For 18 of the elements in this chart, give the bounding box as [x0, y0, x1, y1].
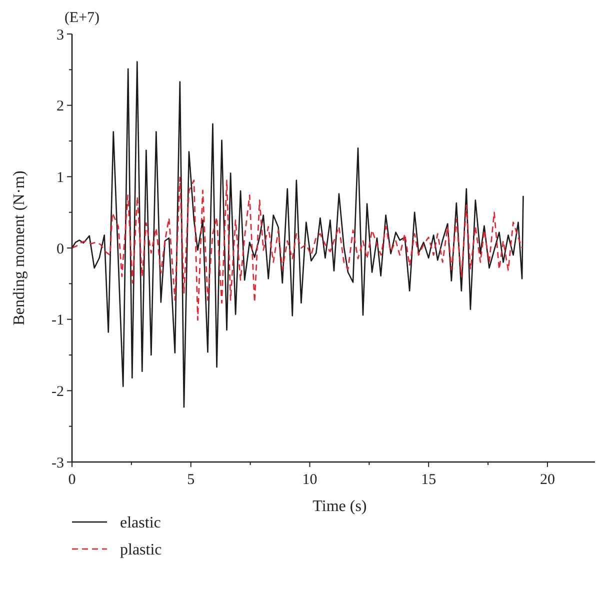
x-tick-label: 0 — [68, 472, 76, 488]
y-tick-label: 1 — [56, 170, 64, 186]
x-tick-label: 5 — [187, 472, 195, 488]
y-tick-label: 3 — [56, 27, 64, 44]
text: (E+7) — [64, 10, 100, 26]
x-tick-label: 20 — [540, 472, 555, 488]
legend-label: plastic — [120, 542, 162, 559]
legend-label: elastic — [120, 514, 161, 532]
y-tick-label: 0 — [56, 241, 64, 258]
x-tick-label: 10 — [302, 472, 318, 488]
y-tick-label: -3 — [52, 455, 64, 472]
y-axis-title: Bending moment (N·m) — [11, 170, 28, 326]
line-series — [71, 176, 523, 321]
y-tick-label: 2 — [56, 98, 64, 115]
y-tick-label: -1 — [52, 312, 64, 329]
y-tick-label: -2 — [52, 384, 64, 400]
x-tick-label: 15 — [421, 472, 436, 488]
x-axis-title: Time (s) — [312, 498, 367, 515]
